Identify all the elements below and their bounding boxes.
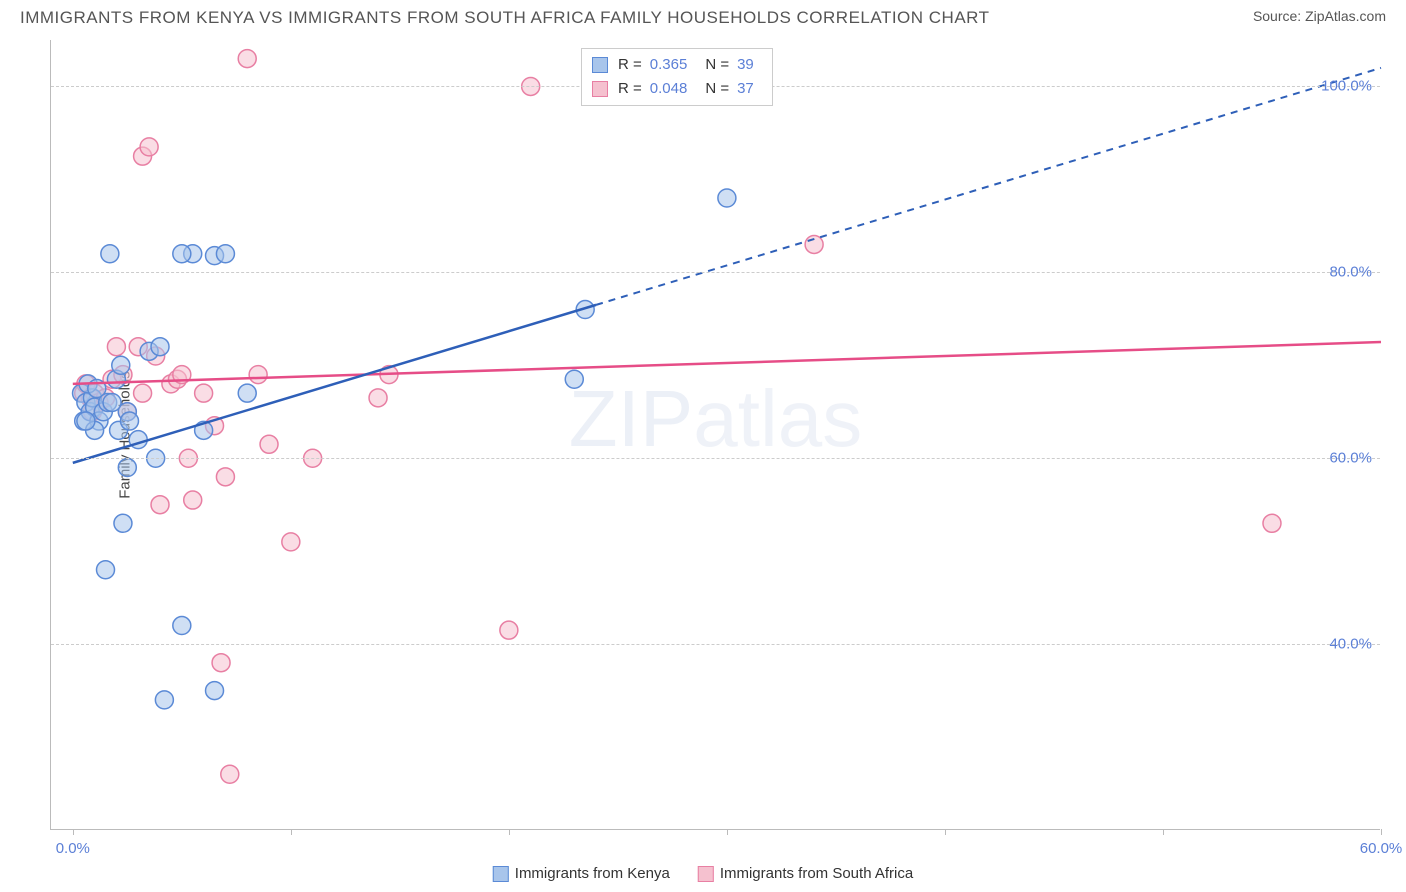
point-south-africa <box>216 468 234 486</box>
y-tick-label: 80.0% <box>1329 264 1372 281</box>
y-tick-label: 40.0% <box>1329 636 1372 653</box>
correlation-legend: R = 0.365 N = 39 R = 0.048 N = 37 <box>581 48 773 106</box>
point-kenya <box>114 514 132 532</box>
point-south-africa <box>1263 514 1281 532</box>
point-south-africa <box>107 338 125 356</box>
point-south-africa <box>249 366 267 384</box>
n-label: N = <box>705 53 729 77</box>
point-south-africa <box>500 621 518 639</box>
point-south-africa <box>282 533 300 551</box>
n-label: N = <box>705 77 729 101</box>
point-kenya <box>151 338 169 356</box>
point-kenya <box>103 393 121 411</box>
n-value-south-africa: 37 <box>737 77 754 101</box>
legend-row-kenya: R = 0.365 N = 39 <box>592 53 762 77</box>
point-south-africa <box>221 765 239 783</box>
point-kenya <box>118 459 136 477</box>
legend-item-kenya: Immigrants from Kenya <box>493 865 670 882</box>
point-kenya <box>97 561 115 579</box>
point-south-africa <box>134 384 152 402</box>
x-tick-label: 60.0% <box>1360 840 1403 857</box>
x-tick-label: 0.0% <box>56 840 90 857</box>
swatch-kenya <box>592 57 608 73</box>
point-kenya <box>155 691 173 709</box>
r-value-kenya: 0.365 <box>650 53 688 77</box>
plot-svg <box>51 40 1380 829</box>
point-south-africa <box>151 496 169 514</box>
point-kenya <box>565 370 583 388</box>
r-label: R = <box>618 53 642 77</box>
point-kenya <box>101 245 119 263</box>
trendline-kenya-solid <box>73 305 596 463</box>
trendline-south-africa <box>73 342 1381 384</box>
source-label: Source: ZipAtlas.com <box>1253 8 1386 24</box>
point-south-africa <box>260 435 278 453</box>
swatch-kenya-icon <box>493 866 509 882</box>
y-tick-label: 100.0% <box>1321 78 1372 95</box>
swatch-south-africa <box>592 81 608 97</box>
series-legend: Immigrants from Kenya Immigrants from So… <box>493 865 913 882</box>
point-kenya <box>77 412 95 430</box>
point-kenya <box>173 245 191 263</box>
point-south-africa <box>195 384 213 402</box>
point-south-africa <box>212 654 230 672</box>
point-south-africa <box>184 491 202 509</box>
y-tick-label: 60.0% <box>1329 450 1372 467</box>
chart-plot-area: Family Households ZIPatlas R = 0.365 N =… <box>50 40 1380 830</box>
point-kenya <box>216 245 234 263</box>
point-kenya <box>120 412 138 430</box>
legend-label-kenya: Immigrants from Kenya <box>515 865 670 882</box>
point-south-africa <box>369 389 387 407</box>
legend-label-south-africa: Immigrants from South Africa <box>720 865 913 882</box>
r-value-south-africa: 0.048 <box>650 77 688 101</box>
n-value-kenya: 39 <box>737 53 754 77</box>
point-kenya <box>206 682 224 700</box>
point-kenya <box>173 617 191 635</box>
swatch-south-africa-icon <box>698 866 714 882</box>
r-label: R = <box>618 77 642 101</box>
legend-item-south-africa: Immigrants from South Africa <box>698 865 913 882</box>
chart-title: IMMIGRANTS FROM KENYA VS IMMIGRANTS FROM… <box>20 8 990 28</box>
legend-row-south-africa: R = 0.048 N = 37 <box>592 77 762 101</box>
point-south-africa <box>140 138 158 156</box>
point-kenya <box>112 356 130 374</box>
point-kenya <box>718 189 736 207</box>
point-kenya <box>238 384 256 402</box>
point-south-africa <box>238 50 256 68</box>
